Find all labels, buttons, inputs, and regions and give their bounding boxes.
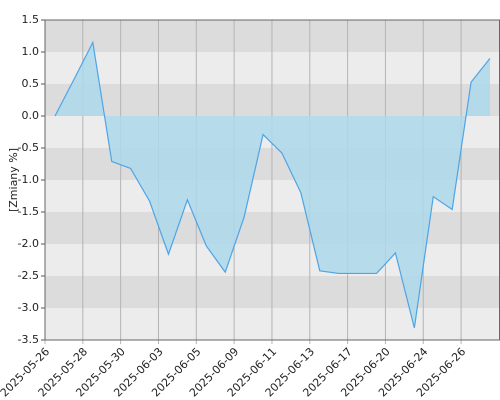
y-tick-label: -1.0 <box>18 173 39 186</box>
y-tick-label: 1.5 <box>22 13 40 26</box>
y-tick-label: -3.5 <box>18 333 39 346</box>
y-tick-label: -1.5 <box>18 205 39 218</box>
y-tick-label: 1.0 <box>22 45 40 58</box>
band <box>45 84 500 116</box>
y-tick-label: -0.5 <box>18 141 39 154</box>
y-tick-label: -2.0 <box>18 237 39 250</box>
y-tick-label: -3.0 <box>18 301 39 314</box>
y-tick-label: 0.0 <box>22 109 40 122</box>
band <box>45 52 500 84</box>
line <box>54 40 491 328</box>
y-tick-label: 0.5 <box>22 77 40 90</box>
band <box>45 308 500 340</box>
band <box>45 276 500 308</box>
band <box>45 212 500 244</box>
y-tick-label: -2.5 <box>18 269 39 282</box>
y-axis-label: [Zmiany %] <box>7 148 20 212</box>
band <box>45 244 500 276</box>
band <box>45 20 500 52</box>
area <box>55 42 490 328</box>
